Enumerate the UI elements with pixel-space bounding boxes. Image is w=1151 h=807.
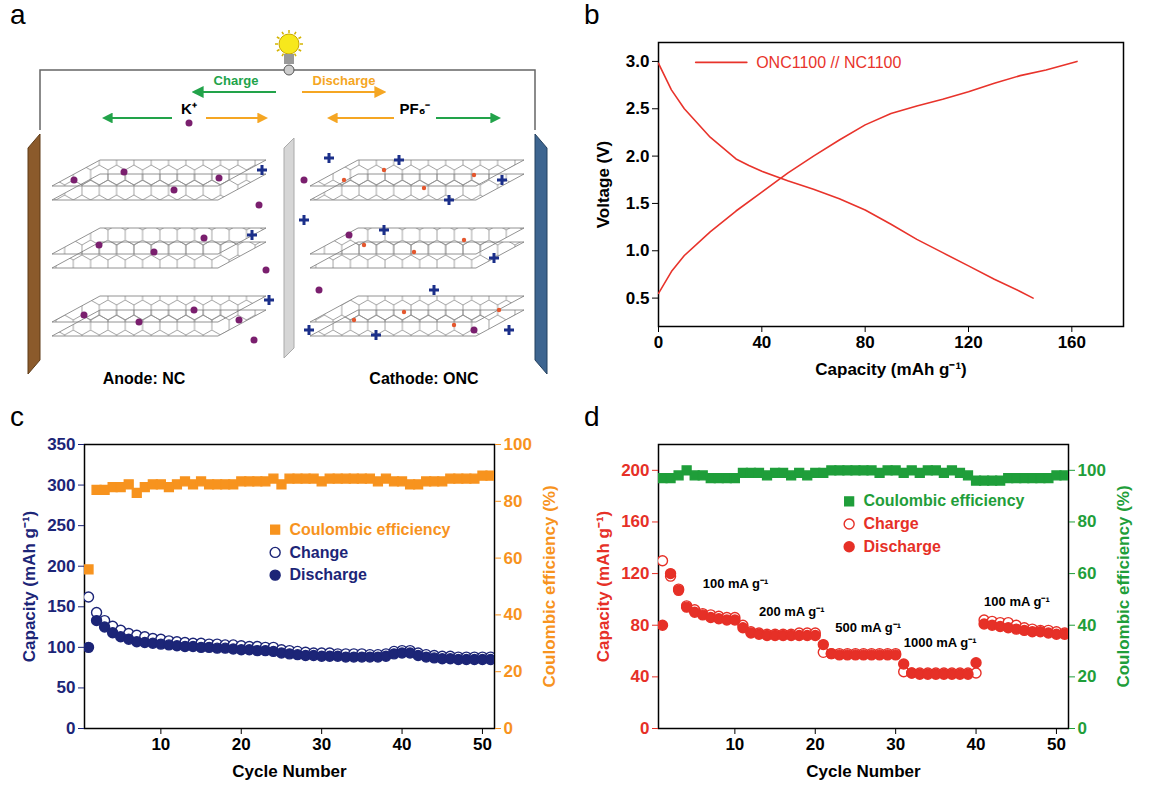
svg-text:Cycle Number: Cycle Number xyxy=(232,762,347,781)
svg-text:K⁺: K⁺ xyxy=(181,100,197,117)
svg-text:350: 350 xyxy=(47,435,75,454)
html-text:a: a xyxy=(10,0,26,30)
svg-text:20: 20 xyxy=(232,735,251,754)
svg-text:0: 0 xyxy=(504,719,513,738)
svg-text:20: 20 xyxy=(1078,667,1097,686)
svg-text:Change: Change xyxy=(290,544,349,561)
svg-text:100: 100 xyxy=(504,435,532,454)
svg-text:Anode: NC: Anode: NC xyxy=(103,370,186,387)
svg-text:80: 80 xyxy=(504,492,523,511)
svg-text:100: 100 xyxy=(47,638,75,657)
svg-text:150: 150 xyxy=(47,597,75,616)
svg-text:1.0: 1.0 xyxy=(626,241,650,260)
svg-text:Discharge: Discharge xyxy=(290,566,367,583)
svg-text:Discharge: Discharge xyxy=(864,538,941,555)
svg-text:20: 20 xyxy=(806,735,825,754)
svg-text:120: 120 xyxy=(621,564,649,583)
svg-text:50: 50 xyxy=(57,678,76,697)
svg-text:10: 10 xyxy=(725,735,744,754)
svg-text:Capacity (mAh g⁻¹): Capacity (mAh g⁻¹) xyxy=(594,511,613,662)
svg-text:2.5: 2.5 xyxy=(626,99,650,118)
svg-text:60: 60 xyxy=(1078,564,1097,583)
svg-text:100 mA g⁻¹: 100 mA g⁻¹ xyxy=(984,594,1050,609)
svg-text:200: 200 xyxy=(47,557,75,576)
svg-text:300: 300 xyxy=(47,476,75,495)
svg-text:40: 40 xyxy=(752,333,771,352)
svg-text:40: 40 xyxy=(967,735,986,754)
html-text:b: b xyxy=(584,0,600,30)
svg-text:Cathode: ONC: Cathode: ONC xyxy=(369,370,479,387)
svg-text:50: 50 xyxy=(473,735,492,754)
svg-text:2.0: 2.0 xyxy=(626,147,650,166)
svg-text:Charge: Charge xyxy=(214,73,259,88)
svg-text:30: 30 xyxy=(312,735,331,754)
svg-text:120: 120 xyxy=(954,333,982,352)
svg-text:200 mA g⁻¹: 200 mA g⁻¹ xyxy=(759,604,825,619)
svg-text:100 mA g⁻¹: 100 mA g⁻¹ xyxy=(703,576,769,591)
svg-text:160: 160 xyxy=(621,512,649,531)
svg-text:Coulombic efficiency (%): Coulombic efficiency (%) xyxy=(540,485,559,687)
svg-text:Cycle Number: Cycle Number xyxy=(806,762,921,781)
svg-text:20: 20 xyxy=(504,662,523,681)
svg-text:80: 80 xyxy=(1078,512,1097,531)
svg-text:1.5: 1.5 xyxy=(626,194,650,213)
svg-text:250: 250 xyxy=(47,516,75,535)
svg-text:0: 0 xyxy=(1078,719,1087,738)
svg-text:3.0: 3.0 xyxy=(626,52,650,71)
svg-text:200: 200 xyxy=(621,461,649,480)
svg-text:Capacity (mAh g⁻¹): Capacity (mAh g⁻¹) xyxy=(20,511,39,662)
svg-text:60: 60 xyxy=(504,549,523,568)
svg-text:Coulombic efficiency: Coulombic efficiency xyxy=(290,521,451,538)
svg-text:40: 40 xyxy=(631,667,650,686)
svg-text:Coulombic efficiency: Coulombic efficiency xyxy=(864,492,1025,509)
svg-text:0: 0 xyxy=(654,333,663,352)
svg-text:Voltage (V): Voltage (V) xyxy=(594,141,613,229)
svg-text:PF₆⁻: PF₆⁻ xyxy=(400,100,431,117)
svg-text:Capacity (mAh g⁻¹): Capacity (mAh g⁻¹) xyxy=(815,360,966,379)
svg-text:0: 0 xyxy=(66,719,75,738)
svg-text:Coulombic efficiency (%): Coulombic efficiency (%) xyxy=(1114,485,1133,687)
svg-text:80: 80 xyxy=(856,333,875,352)
svg-text:Discharge: Discharge xyxy=(313,73,376,88)
svg-text:40: 40 xyxy=(504,605,523,624)
svg-text:50: 50 xyxy=(1047,735,1066,754)
svg-text:Charge: Charge xyxy=(864,515,919,532)
svg-text:ONC1100 // NC1100: ONC1100 // NC1100 xyxy=(756,54,901,71)
svg-text:80: 80 xyxy=(631,616,650,635)
svg-text:40: 40 xyxy=(1078,616,1097,635)
html-text:d: d xyxy=(584,401,600,432)
svg-text:100: 100 xyxy=(1078,461,1106,480)
svg-text:10: 10 xyxy=(151,735,170,754)
svg-text:0: 0 xyxy=(640,719,649,738)
svg-text:160: 160 xyxy=(1058,333,1086,352)
svg-text:1000 mA g⁻¹: 1000 mA g⁻¹ xyxy=(904,635,977,650)
svg-text:500 mA g⁻¹: 500 mA g⁻¹ xyxy=(835,620,901,635)
svg-text:40: 40 xyxy=(393,735,412,754)
html-text:c: c xyxy=(10,401,24,432)
svg-text:30: 30 xyxy=(886,735,905,754)
svg-text:0.5: 0.5 xyxy=(626,289,650,308)
